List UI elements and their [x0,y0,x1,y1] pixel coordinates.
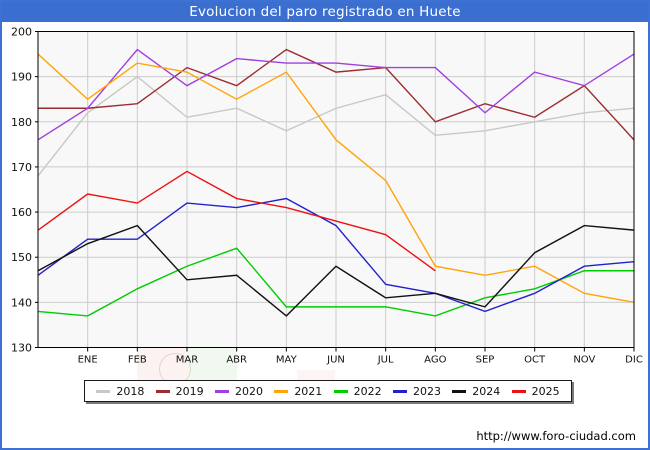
x-tick-label-OCT: OCT [524,355,546,366]
legend-item-2019: 2019 [155,384,204,398]
legend-label-2025: 2025 [531,384,560,398]
y-tick-label-180: 180 [11,116,32,129]
y-tick-label-150: 150 [11,251,32,264]
legend-item-2023: 2023 [392,384,441,398]
series-line-2021 [37,53,635,304]
y-tick-label-190: 190 [11,71,32,84]
legend-color-swatch-2024 [452,389,467,393]
legend-label-2020: 2020 [234,384,263,398]
legend-item-2022: 2022 [333,384,382,398]
series-line-2019 [38,48,635,141]
legend-label-2019: 2019 [175,384,204,398]
legend-color-swatch-2025 [511,389,526,393]
y-tick-label-140: 140 [11,296,32,309]
legend-item-2024: 2024 [452,386,500,397]
legend-color-swatch-2022 [333,389,348,393]
chart-title: Evolucion del paro registrado en Huete [189,4,461,20]
x-tick-label-JUL: JUL [377,355,394,366]
legend-label-2021: 2021 [294,384,323,398]
legend-color-swatch-2021 [274,389,289,393]
footer-url-text: http://www.foro-ciudad.com [476,429,636,443]
series-line-2023 [37,197,635,313]
x-tick-label-MAR: MAR [176,355,198,366]
legend-label-2024: 2024 [472,384,501,398]
legend-color-swatch-2018 [96,389,111,393]
series-line-2022 [37,247,634,317]
series-line-2018 [37,75,635,177]
x-tick-label-NOV: NOV [573,355,595,366]
legend-color-swatch-2019 [155,389,170,393]
series-line-2025 [37,170,436,272]
series-line-2024 [37,224,635,317]
x-tick-label-ABR: ABR [226,355,247,366]
legend-item-2020: 2020 [214,384,263,398]
legend-label-2018: 2018 [116,384,145,398]
title-bar: Evolucion del paro registrado en Huete [2,2,648,22]
watermark-red-smudge [297,370,335,380]
legend-color-swatch-2023 [392,389,407,393]
legend-label-2022: 2022 [353,384,382,398]
legend-label-2023: 2023 [412,384,441,398]
x-tick-label-ENE: ENE [78,355,98,366]
x-tick-label-DIC: DIC [625,355,643,366]
y-tick-label-200: 200 [11,26,32,39]
legend-color-swatch-2020 [214,389,229,393]
series-line-2020 [37,48,635,141]
legend-item-2025: 2025 [511,384,560,398]
x-tick-label-AGO: AGO [424,355,446,366]
x-tick-label-FEB: FEB [128,355,147,366]
plot-border [37,31,635,348]
x-tick-label-MAY: MAY [276,355,298,366]
y-tick-label-160: 160 [11,206,32,219]
legend-item-2021: 2021 [274,386,322,397]
x-tick-label-JUN: JUN [326,355,345,366]
chart-legend: 2018 2019 2020 2021 2022 2023 2024 2025 [84,380,572,402]
x-tick-label-SEP: SEP [476,355,495,366]
y-tick-label-130: 130 [11,342,32,355]
legend-item-2018: 2018 [96,386,144,397]
y-tick-label-170: 170 [11,161,32,174]
